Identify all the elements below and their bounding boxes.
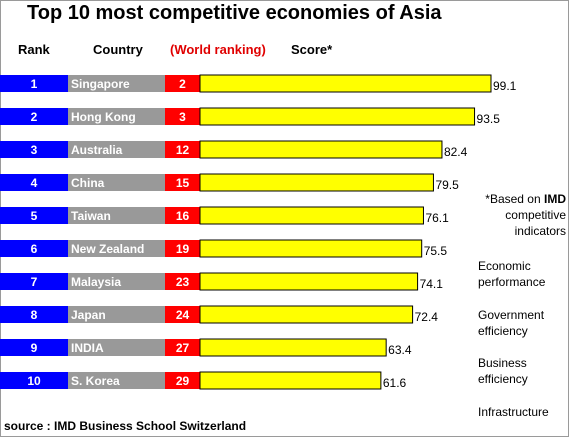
world-ranking-cell [165, 339, 200, 356]
country-label: New Zealand [71, 242, 144, 256]
score-label: 72.4 [415, 310, 439, 324]
score-bar [199, 74, 492, 93]
rank-label: 10 [27, 374, 41, 388]
world-ranking-label: 27 [176, 341, 190, 355]
country-label: Australia [71, 143, 123, 157]
score-bar [199, 173, 434, 192]
footnote-bold: IMD [544, 192, 566, 206]
rank-label: 6 [31, 242, 38, 256]
world-ranking-label: 29 [176, 374, 190, 388]
score-label: 82.4 [444, 145, 468, 159]
score-bar [199, 140, 443, 159]
rank-cell [0, 141, 68, 158]
world-ranking-label: 2 [179, 77, 186, 91]
column-header-country: Country [93, 42, 143, 57]
rank-label: 9 [31, 341, 38, 355]
rank-label: 5 [31, 209, 38, 223]
country-label: Malaysia [71, 275, 121, 289]
country-cell [68, 141, 165, 158]
world-ranking-cell [165, 306, 200, 323]
score-label: 61.6 [383, 376, 407, 390]
world-ranking-cell [165, 273, 200, 290]
column-header-world-ranking: (World ranking) [170, 42, 266, 57]
rank-label: 1 [31, 77, 38, 91]
rank-cell [0, 372, 68, 389]
country-label: China [71, 176, 105, 190]
score-label: 99.1 [493, 79, 517, 93]
country-label: S. Korea [71, 374, 120, 388]
score-label: 74.1 [420, 277, 444, 291]
score-bar [199, 239, 423, 258]
country-cell [68, 273, 165, 290]
world-ranking-cell [165, 174, 200, 191]
rank-label: 3 [31, 143, 38, 157]
country-cell [68, 372, 165, 389]
score-bar [199, 272, 419, 291]
rank-cell [0, 108, 68, 125]
country-cell [68, 240, 165, 257]
country-label: INDIA [71, 341, 104, 355]
country-cell [68, 306, 165, 323]
score-bar [199, 107, 476, 126]
rank-cell [0, 207, 68, 224]
country-cell [68, 339, 165, 356]
column-header-rank: Rank [18, 42, 50, 57]
country-cell [68, 108, 165, 125]
country-label: Japan [71, 308, 106, 322]
world-ranking-label: 12 [176, 143, 190, 157]
indicator-infrastructure: Infrastructure [478, 405, 549, 419]
score-bar [199, 206, 424, 225]
chart-title: Top 10 most competitive economies of Asi… [27, 2, 442, 24]
country-label: Singapore [71, 77, 130, 91]
world-ranking-cell [165, 141, 200, 158]
score-bar [199, 338, 387, 357]
score-label: 93.5 [477, 112, 501, 126]
score-bar [199, 371, 382, 390]
rank-label: 4 [31, 176, 38, 190]
world-ranking-cell [165, 75, 200, 92]
rank-cell [0, 306, 68, 323]
country-label: Hong Kong [71, 110, 136, 124]
footnote-based-on-imd: *Based on IMD competitive indicators [478, 191, 566, 239]
rank-label: 7 [31, 275, 38, 289]
column-header-score: Score* [291, 42, 333, 57]
score-label: 75.5 [424, 244, 448, 258]
rank-cell [0, 75, 68, 92]
score-label: 63.4 [388, 343, 412, 357]
score-label: 79.5 [435, 178, 459, 192]
footnote-rest: competitive indicators [505, 208, 566, 238]
source-note: source : IMD Business School Switzerland [4, 419, 247, 433]
world-ranking-label: 16 [176, 209, 190, 223]
world-ranking-cell [165, 240, 200, 257]
world-ranking-label: 3 [179, 110, 186, 124]
country-cell [68, 75, 165, 92]
world-ranking-label: 15 [176, 176, 190, 190]
indicator-economic-performance: Economic performance [478, 259, 546, 289]
world-ranking-label: 23 [176, 275, 190, 289]
rank-cell [0, 339, 68, 356]
rank-cell [0, 240, 68, 257]
rank-label: 2 [31, 110, 38, 124]
world-ranking-cell [165, 108, 200, 125]
world-ranking-cell [165, 207, 200, 224]
score-label: 76.1 [425, 211, 449, 225]
country-cell [68, 207, 165, 224]
indicator-government-efficiency: Government efficiency [478, 308, 545, 338]
score-bar [199, 305, 414, 324]
rank-cell [0, 174, 68, 191]
indicator-business-efficiency: Business efficiency [478, 356, 528, 386]
country-label: Taiwan [71, 209, 111, 223]
rank-cell [0, 273, 68, 290]
footnote-prefix: *Based on [485, 192, 544, 206]
world-ranking-cell [165, 372, 200, 389]
world-ranking-label: 19 [176, 242, 190, 256]
country-cell [68, 174, 165, 191]
rank-label: 8 [31, 308, 38, 322]
world-ranking-label: 24 [176, 308, 190, 322]
